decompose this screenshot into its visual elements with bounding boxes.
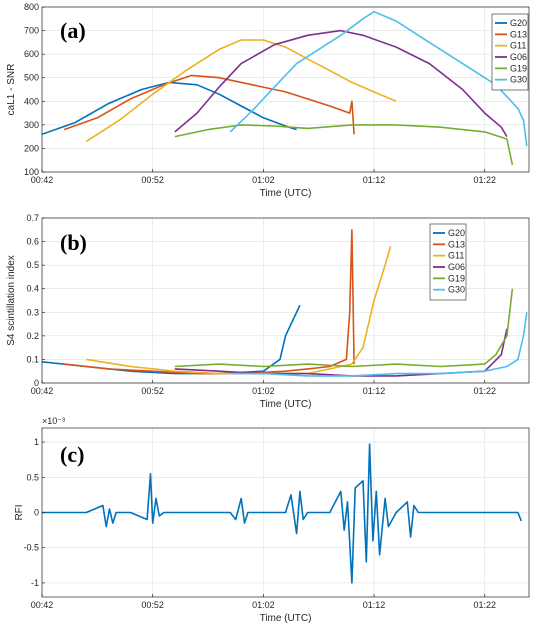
panel-0: 00:42 00:52 01:02 01:12 01:22 100 200 300 400 500… [6,2,530,199]
x-tick-label: 01:22 [473,600,496,610]
legend-label-G19: G19 [510,63,527,73]
series-G20 [42,304,301,375]
y-tick-label: 0.2 [26,331,39,341]
x-tick-label: 00:42 [31,386,54,396]
x-tick-label: 01:02 [252,386,275,396]
legend-label-G06: G06 [448,262,465,272]
series-G19 [174,288,514,368]
legend-label-G30: G30 [510,75,527,85]
x-tick-label: 01:12 [363,175,386,185]
y-tick-label: 0 [34,378,39,388]
y-tick-label: 0.7 [26,213,39,223]
series-G11 [85,39,397,143]
panel-label: (c) [60,442,84,467]
legend-label-G13: G13 [510,29,527,39]
y-tick-label: 100 [24,167,39,177]
x-tick-label: 00:52 [141,175,164,185]
x-tick-label: 00:42 [31,600,54,610]
y-tick-label: 0.1 [26,354,39,364]
legend-label-G11: G11 [510,41,526,51]
y-exponent-label: ×10⁻³ [42,416,65,426]
y-tick-label: 0.4 [26,284,39,294]
legend-label-G20: G20 [510,18,527,28]
x-tick-label: 01:02 [252,175,275,185]
legend-label-G13: G13 [448,239,465,249]
y-tick-label: 600 [24,49,39,59]
x-tick-label: 01:22 [473,386,496,396]
x-tick-label: 01:12 [363,600,386,610]
x-tick-label: 01:02 [252,600,275,610]
y-tick-label: -0.5 [23,543,39,553]
legend-label-G11: G11 [448,251,464,261]
y-axis-label: caL1 - SNR [6,64,17,116]
series-G19 [174,124,514,166]
y-tick-label: 0.5 [26,472,39,482]
x-axis-label: Time (UTC) [260,613,312,624]
y-tick-label: 700 [24,26,39,36]
series-G06 [174,29,508,138]
series-G30 [230,312,528,377]
y-tick-label: 0.3 [26,307,39,317]
y-tick-label: 0 [34,508,39,518]
x-axis-label: Time (UTC) [260,188,312,199]
x-tick-label: 01:22 [473,175,496,185]
plot-frame [41,217,530,384]
y-tick-label: 0.5 [26,260,39,270]
series-G06 [174,328,508,377]
y-tick-label: 300 [24,120,39,130]
y-axis-label: RFI [14,504,25,520]
series-G13 [64,229,355,375]
legend-label-G19: G19 [448,273,465,283]
y-tick-label: 0.6 [26,237,39,247]
panel-label: (a) [60,18,86,43]
x-tick-label: 00:52 [141,600,164,610]
x-tick-label: 00:52 [141,386,164,396]
legend-label-G20: G20 [448,228,465,238]
y-tick-label: 1 [34,437,39,447]
y-tick-label: 400 [24,96,39,106]
y-tick-label: 200 [24,143,39,153]
series-G30 [229,10,528,147]
series-G20 [42,81,297,136]
x-axis-label: Time (UTC) [260,399,312,410]
legend-label-G30: G30 [448,285,465,295]
x-tick-label: 01:12 [363,386,386,396]
legend-label-G06: G06 [510,52,527,62]
series-RFI [42,443,523,584]
y-axis-label: S4 scintillation index [6,255,17,346]
panel-2: 00:42 00:52 01:02 01:12 01:22 -1 -0.5 0 0.5 1 Time… [14,416,530,624]
y-tick-label: 800 [24,2,39,12]
panel-label: (b) [60,230,87,255]
series-G13 [63,74,355,135]
plot-frame [41,6,530,173]
y-tick-label: -1 [31,578,39,588]
x-tick-label: 00:42 [31,175,54,185]
y-tick-label: 500 [24,73,39,83]
panel-1: 00:42 00:52 01:02 01:12 01:22 0 0.1 0.2 0.3 0.4 0.… [6,213,530,410]
